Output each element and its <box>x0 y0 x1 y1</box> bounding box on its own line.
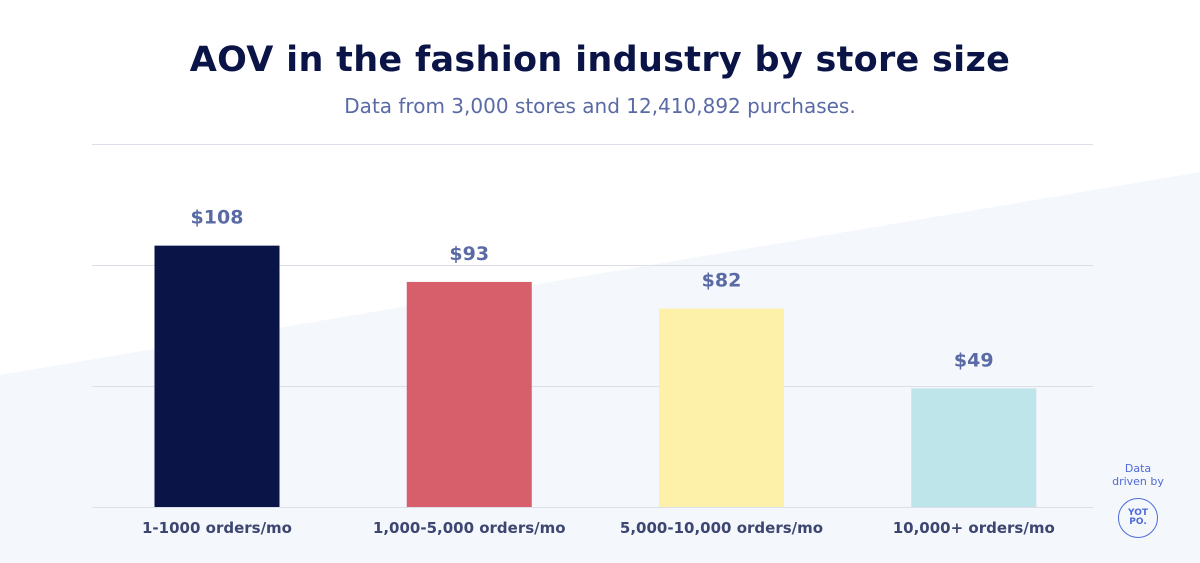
brand-caption-line1: Data <box>1124 462 1152 475</box>
category-label-4: 10,000+ orders/mo <box>893 519 1055 537</box>
yotpo-logo-icon: YOT PO. <box>1118 498 1158 538</box>
data-label-2: $93 <box>449 243 489 265</box>
category-label-2: 1,000-5,000 orders/mo <box>373 519 566 537</box>
data-label-1: $108 <box>191 207 244 229</box>
brand-caption-line2: driven by <box>1112 475 1164 488</box>
data-label-3: $82 <box>702 270 742 292</box>
labels: $108 1-1000 orders/mo $93 1,000-5,000 order… <box>142 207 1055 537</box>
brand-badge: Data driven by YOT PO. <box>1108 462 1168 538</box>
logo-text-top: YOT <box>1128 508 1148 518</box>
chart-subtitle: Data from 3,000 stores and 12,410,892 pu… <box>344 94 856 118</box>
data-label-4: $49 <box>954 349 994 371</box>
bar-4 <box>911 388 1037 507</box>
category-label-1: 1-1000 orders/mo <box>142 519 292 537</box>
logo-text-bottom: PO. <box>1129 517 1147 527</box>
category-label-3: 5,000-10,000 orders/mo <box>620 519 823 537</box>
bar-1 <box>154 245 280 507</box>
bar-3 <box>659 308 784 507</box>
bar-2 <box>406 281 532 507</box>
chart-title: AOV in the fashion industry by store siz… <box>189 40 1011 80</box>
bars <box>154 245 1037 507</box>
